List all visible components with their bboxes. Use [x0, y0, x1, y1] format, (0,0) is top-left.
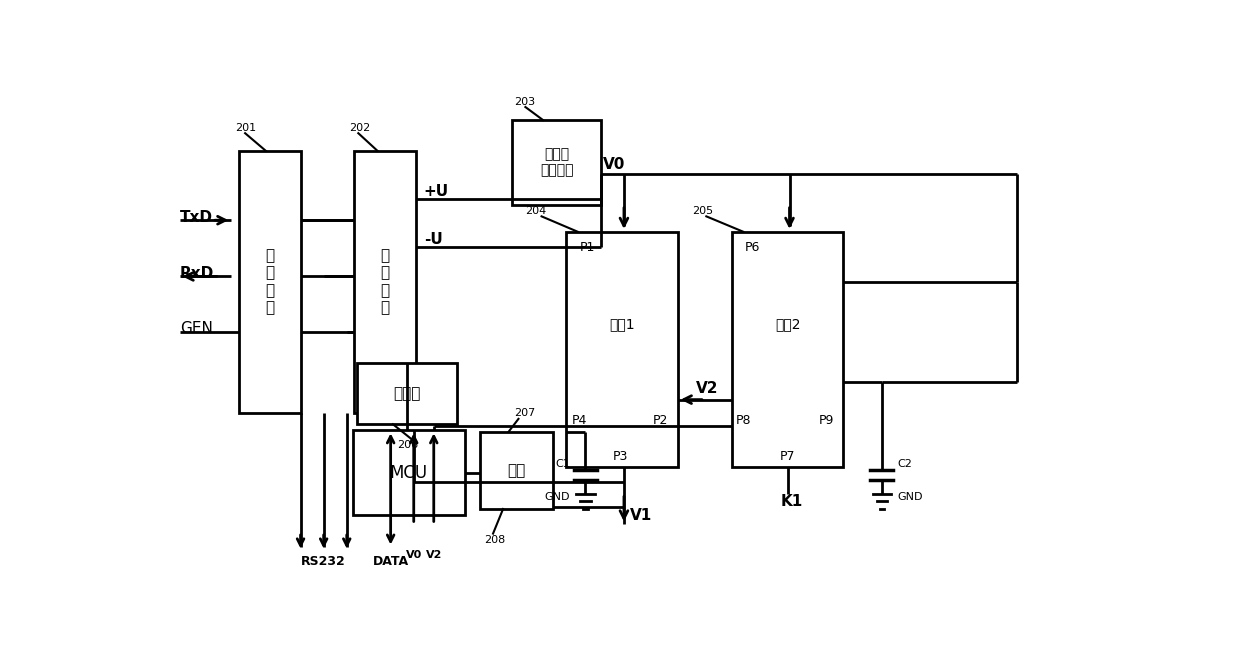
- Bar: [480, 432, 553, 509]
- Text: V0: V0: [603, 157, 625, 172]
- Bar: [355, 151, 417, 413]
- Text: +U: +U: [424, 184, 449, 199]
- Text: 203: 203: [515, 97, 536, 108]
- Text: TxD: TxD: [180, 211, 213, 226]
- Text: V2: V2: [696, 380, 718, 395]
- Text: GND: GND: [544, 492, 570, 502]
- Text: 显示器: 显示器: [393, 386, 420, 401]
- Text: C1: C1: [556, 459, 570, 469]
- Text: GEN: GEN: [180, 321, 212, 336]
- Text: P7: P7: [780, 450, 796, 463]
- Text: 电路2: 电路2: [775, 317, 801, 331]
- Text: 保
护
电
路: 保 护 电 路: [265, 248, 274, 316]
- Bar: [353, 430, 465, 515]
- Text: DATA: DATA: [372, 555, 409, 568]
- Text: 207: 207: [513, 408, 536, 419]
- Text: 208: 208: [485, 535, 506, 545]
- Text: 存储: 存储: [507, 463, 526, 478]
- Text: GND: GND: [898, 492, 923, 502]
- Bar: [239, 151, 300, 413]
- Text: 204: 204: [526, 206, 547, 216]
- Text: -U: -U: [424, 232, 443, 247]
- Text: K1: K1: [780, 494, 802, 509]
- Text: P2: P2: [653, 414, 668, 427]
- Text: C2: C2: [898, 459, 913, 469]
- Text: RxD: RxD: [180, 266, 215, 281]
- Text: V1: V1: [630, 507, 652, 523]
- Bar: [567, 232, 678, 467]
- Bar: [357, 363, 456, 424]
- Bar: [732, 232, 843, 467]
- Text: 206: 206: [397, 440, 418, 450]
- Text: 205: 205: [692, 206, 713, 216]
- Text: P3: P3: [613, 450, 627, 463]
- Text: 电路1: 电路1: [610, 317, 635, 331]
- Text: 电荷泵
极性转换: 电荷泵 极性转换: [541, 147, 574, 178]
- Text: P4: P4: [572, 414, 587, 427]
- Bar: [512, 120, 601, 205]
- Text: MCU: MCU: [389, 464, 428, 481]
- Text: 201: 201: [236, 123, 257, 133]
- Text: P8: P8: [735, 414, 751, 427]
- Text: P9: P9: [818, 414, 835, 427]
- Text: V2: V2: [425, 550, 441, 560]
- Text: 整
流
电
路: 整 流 电 路: [381, 248, 389, 316]
- Text: V0: V0: [405, 550, 422, 560]
- Text: P1: P1: [580, 240, 595, 253]
- Text: 202: 202: [350, 123, 371, 133]
- Text: P6: P6: [745, 240, 760, 253]
- Text: RS232: RS232: [301, 555, 346, 568]
